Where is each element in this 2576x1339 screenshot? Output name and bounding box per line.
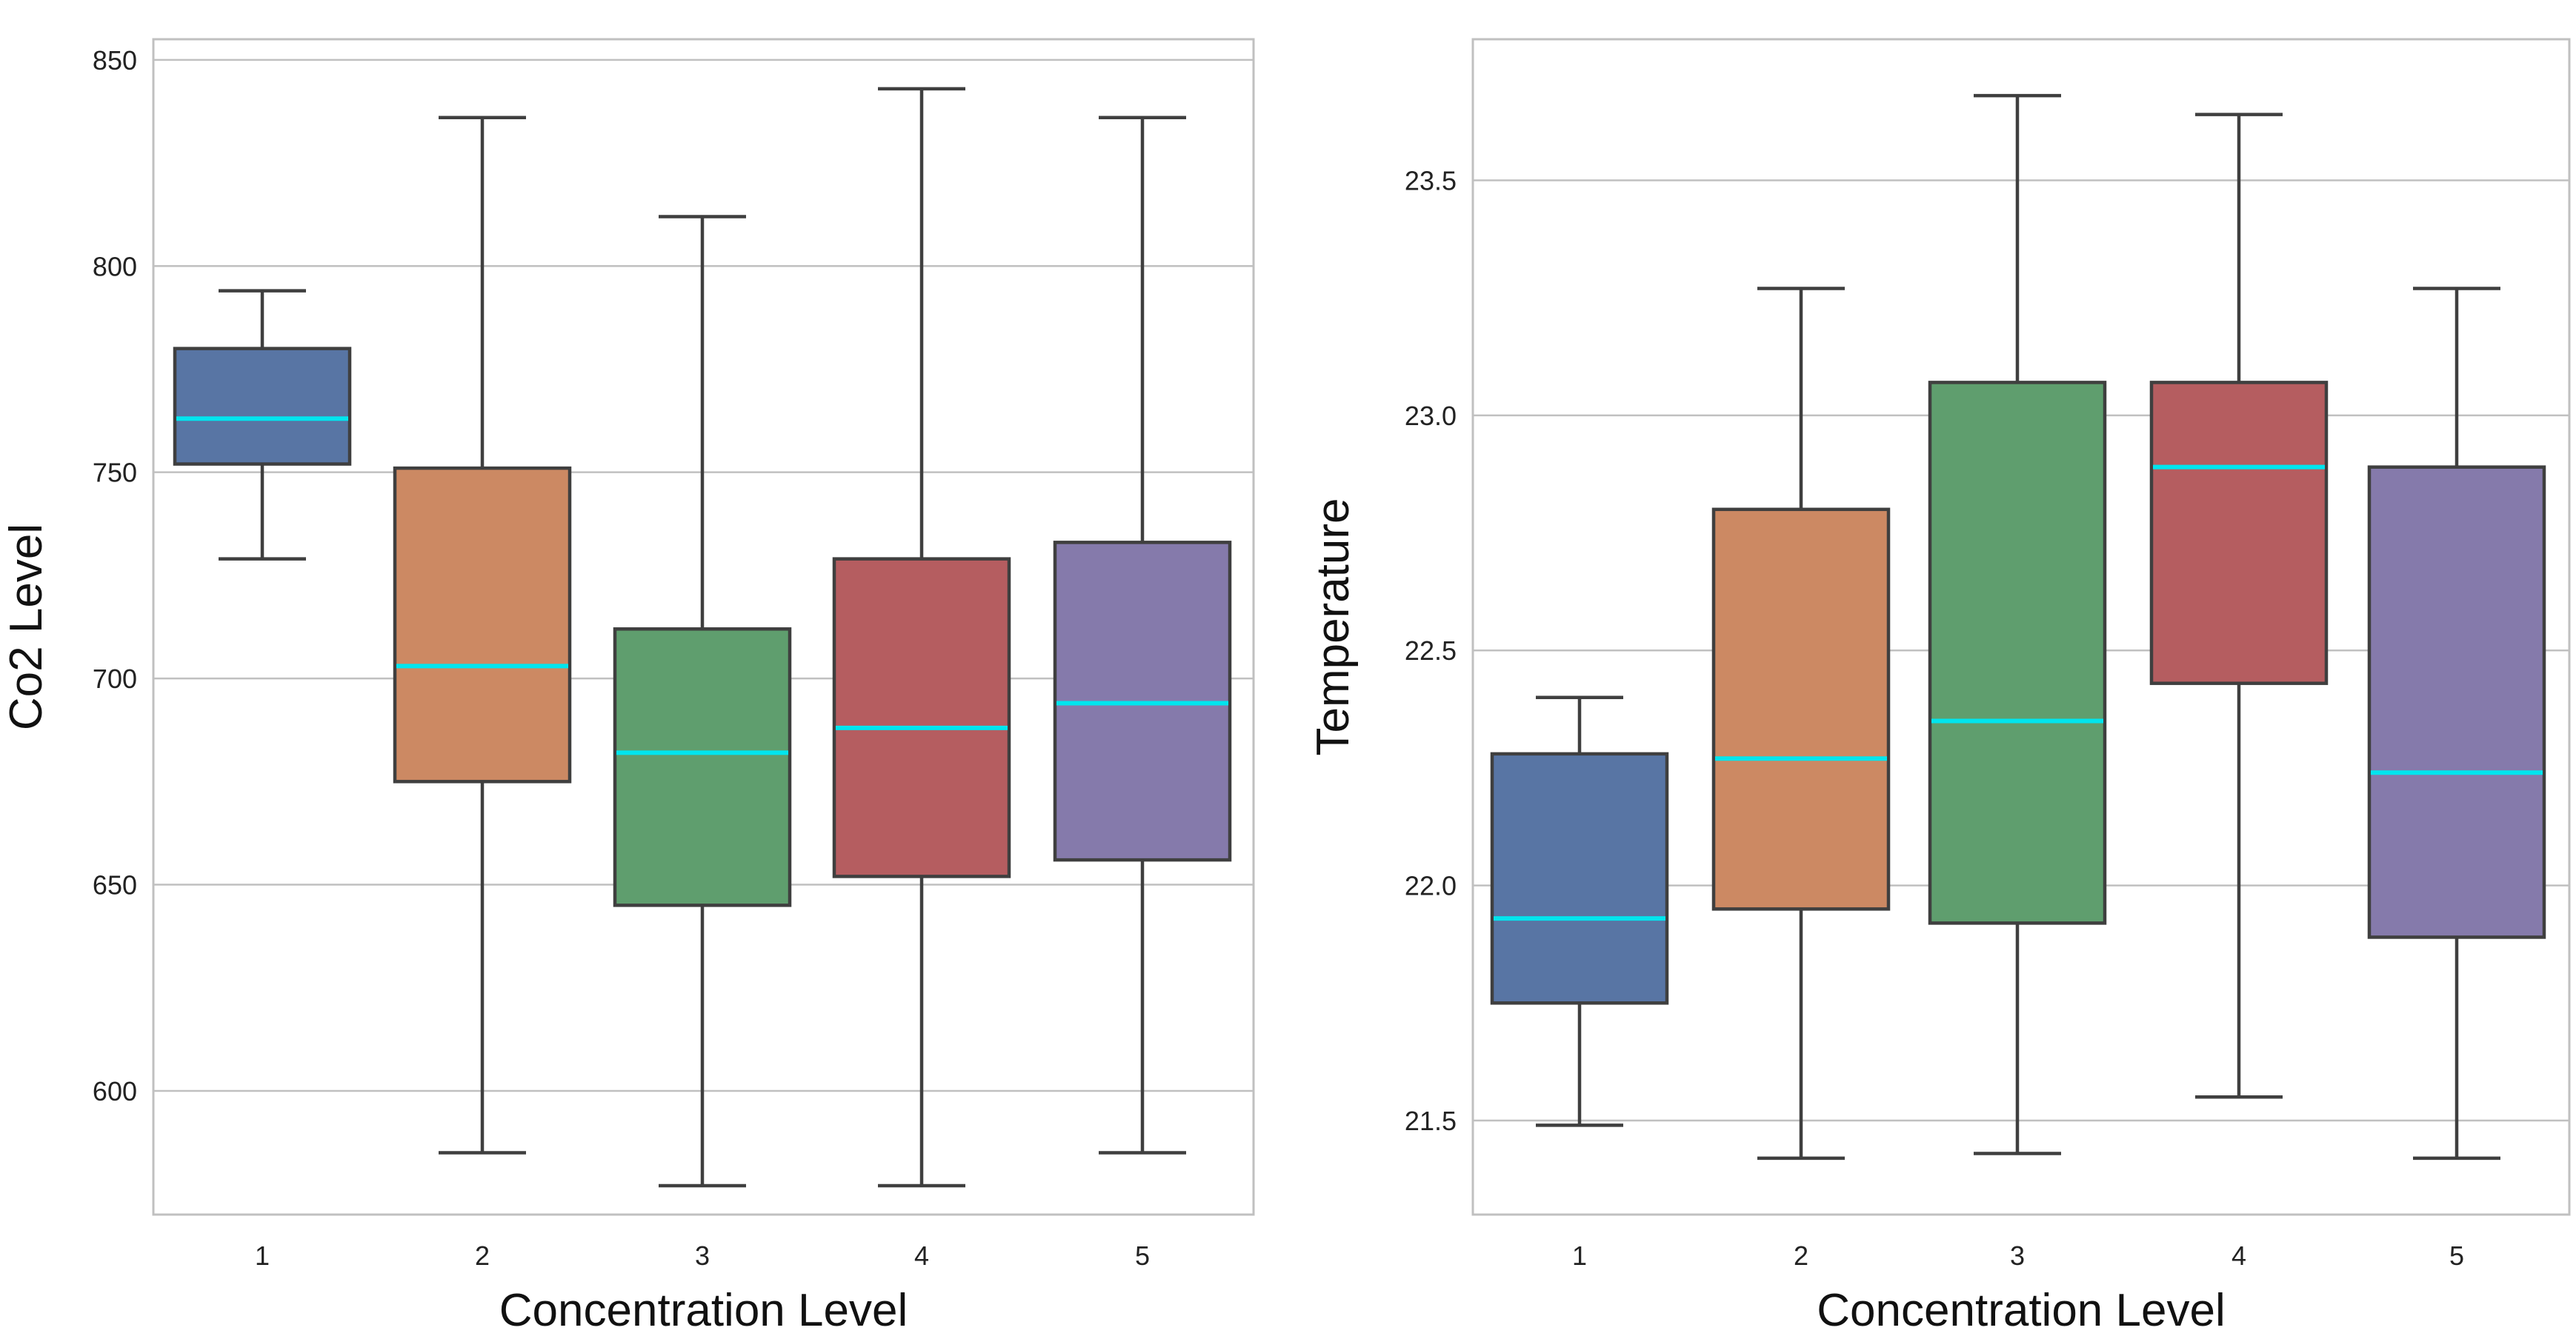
y-tick-labels: 21.5 22.0 22.5 23.0 23.5 bbox=[1405, 165, 1457, 1136]
box-3 bbox=[1928, 93, 2107, 1155]
iqr-box bbox=[2149, 381, 2329, 685]
x-tick-label: 4 bbox=[2231, 1241, 2246, 1271]
iqr-box bbox=[2367, 465, 2546, 939]
box-1 bbox=[1490, 695, 1669, 1127]
y-tick-label: 800 bbox=[93, 251, 137, 281]
x-tick-labels: 1 2 3 4 5 bbox=[255, 1241, 1150, 1271]
x-tick-label: 3 bbox=[2010, 1241, 2025, 1271]
box-5 bbox=[1053, 116, 1232, 1155]
iqr-box bbox=[393, 466, 572, 784]
box-1 bbox=[173, 289, 352, 561]
box-5 bbox=[2367, 287, 2546, 1161]
y-tick-labels: 600 650 700 750 800 850 bbox=[93, 45, 137, 1106]
y-tick-label: 22.0 bbox=[1405, 871, 1457, 901]
box-2 bbox=[1711, 287, 1891, 1161]
iqr-box bbox=[1711, 507, 1891, 911]
x-tick-label: 1 bbox=[255, 1241, 270, 1271]
iqr-box bbox=[1928, 381, 2107, 925]
x-tick-label: 2 bbox=[1794, 1241, 1808, 1271]
y-tick-label: 22.5 bbox=[1405, 635, 1457, 666]
x-axis-label: Concentration Level bbox=[499, 1285, 908, 1336]
box-4 bbox=[2149, 113, 2329, 1099]
iqr-box bbox=[832, 557, 1011, 878]
x-tick-labels: 1 2 3 4 5 bbox=[1572, 1241, 2464, 1271]
box-3 bbox=[613, 215, 792, 1188]
x-tick-label: 4 bbox=[914, 1241, 929, 1271]
plot-area-frame bbox=[1471, 38, 2571, 1216]
iqr-box bbox=[173, 347, 352, 466]
x-tick-label: 5 bbox=[1135, 1241, 1150, 1271]
y-tick-label: 600 bbox=[93, 1076, 137, 1106]
box-2 bbox=[393, 116, 572, 1155]
iqr-box bbox=[613, 627, 792, 907]
x-tick-label: 5 bbox=[2449, 1241, 2464, 1271]
y-tick-label: 21.5 bbox=[1405, 1106, 1457, 1136]
y-tick-label: 750 bbox=[93, 458, 137, 488]
x-axis-label: Concentration Level bbox=[1817, 1285, 2225, 1336]
y-tick-label: 23.5 bbox=[1405, 165, 1457, 196]
co2-level-chart: 600 650 700 750 800 850 1 2 3 4 5 Concentration L… bbox=[1, 38, 1255, 1336]
temperature-chart: 21.5 22.0 22.5 23.0 23.5 1 2 3 4 5 Concentration… bbox=[1308, 38, 2571, 1336]
iqr-box bbox=[1490, 752, 1669, 1005]
boxes bbox=[173, 87, 1232, 1188]
y-tick-label: 850 bbox=[93, 45, 137, 76]
y-tick-label: 23.0 bbox=[1405, 401, 1457, 431]
x-tick-label: 1 bbox=[1572, 1241, 1587, 1271]
y-tick-label: 650 bbox=[93, 870, 137, 901]
y-tick-label: 700 bbox=[93, 664, 137, 694]
box-4 bbox=[832, 87, 1011, 1188]
x-tick-label: 2 bbox=[475, 1241, 490, 1271]
plot-area-frame bbox=[152, 38, 1255, 1216]
boxes bbox=[1490, 93, 2546, 1161]
y-axis-label: Temperature bbox=[1308, 498, 1359, 755]
x-tick-label: 3 bbox=[695, 1241, 710, 1271]
y-axis-label: Co2 Level bbox=[1, 524, 52, 730]
